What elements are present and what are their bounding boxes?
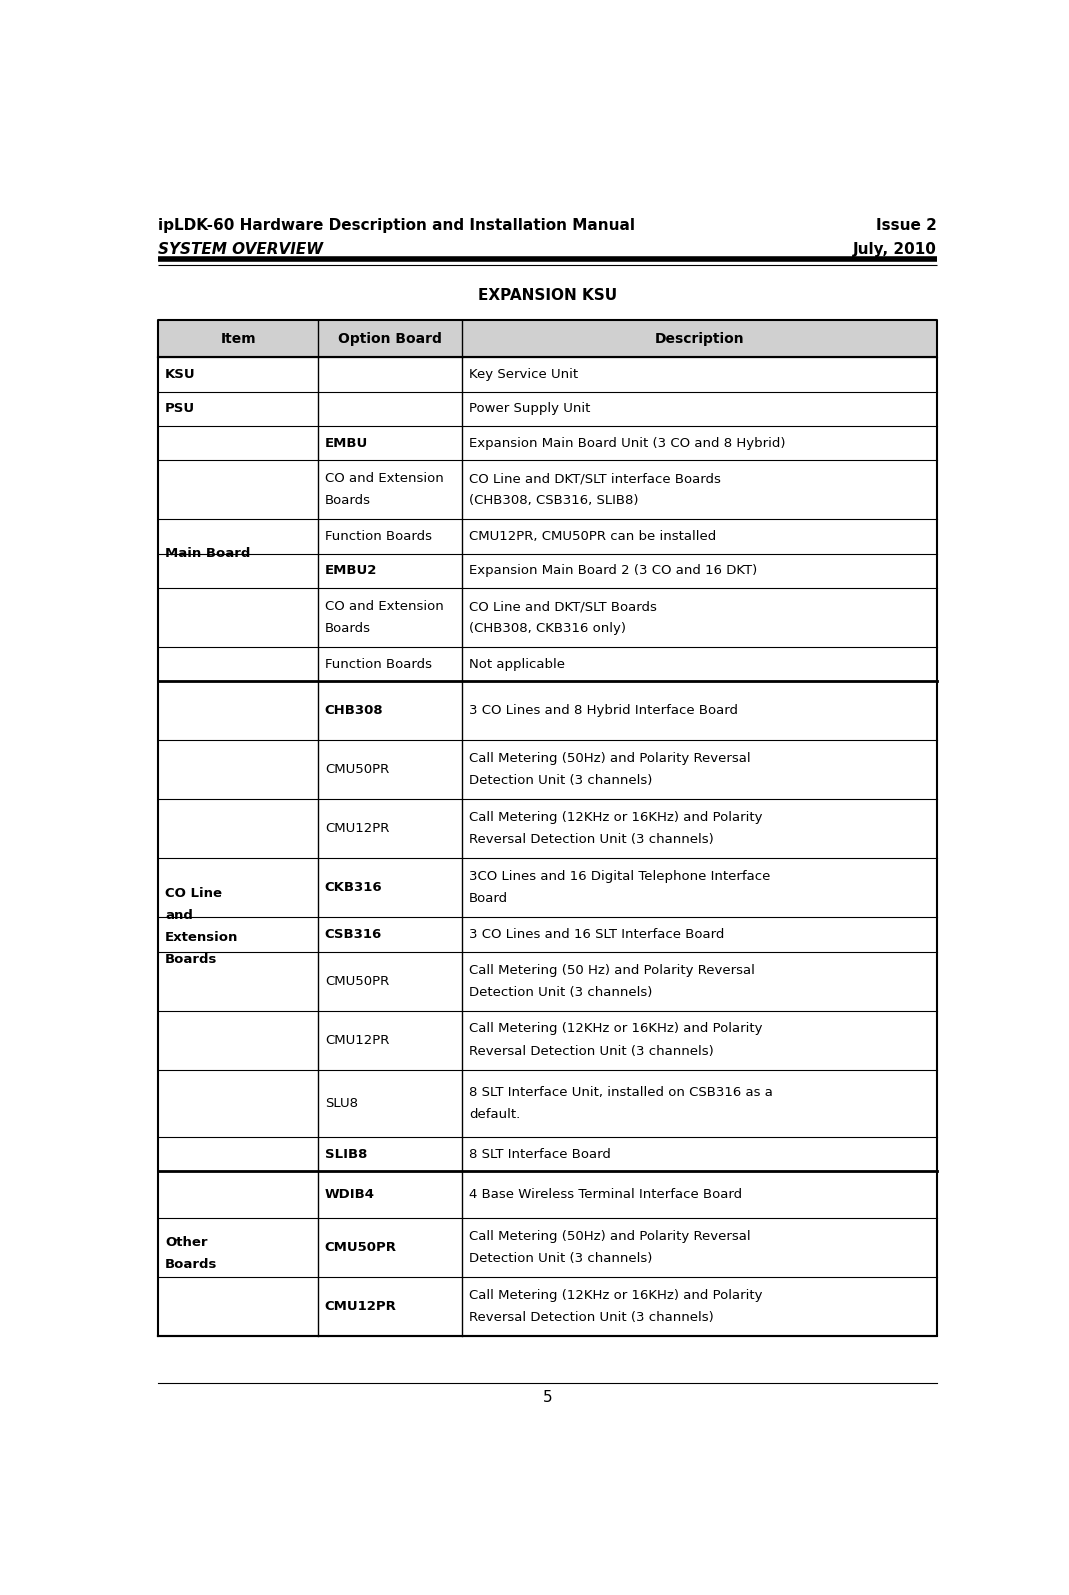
Text: WDIB4: WDIB4	[325, 1188, 375, 1201]
Text: Board: Board	[469, 892, 508, 906]
Text: CO Line and DKT/SLT interface Boards: CO Line and DKT/SLT interface Boards	[469, 472, 721, 485]
Text: Call Metering (50Hz) and Polarity Reversal: Call Metering (50Hz) and Polarity Revers…	[469, 753, 750, 766]
Text: KSU: KSU	[165, 368, 196, 381]
Text: Reversal Detection Unit (3 channels): Reversal Detection Unit (3 channels)	[469, 1045, 714, 1057]
Text: Option Board: Option Board	[338, 332, 443, 346]
Text: Detection Unit (3 channels): Detection Unit (3 channels)	[469, 775, 652, 788]
Text: CMU12PR: CMU12PR	[325, 1300, 397, 1313]
Text: SLIB8: SLIB8	[325, 1148, 367, 1161]
Text: Reversal Detection Unit (3 channels): Reversal Detection Unit (3 channels)	[469, 833, 714, 847]
Text: EMBU: EMBU	[325, 437, 368, 450]
Text: Expansion Main Board 2 (3 CO and 16 DKT): Expansion Main Board 2 (3 CO and 16 DKT)	[469, 565, 757, 577]
Text: EMBU2: EMBU2	[325, 565, 377, 577]
Text: 5: 5	[543, 1389, 553, 1405]
Text: Detection Unit (3 channels): Detection Unit (3 channels)	[469, 986, 652, 998]
Text: 8 SLT Interface Unit, installed on CSB316 as a: 8 SLT Interface Unit, installed on CSB31…	[469, 1086, 773, 1099]
Text: CMU12PR: CMU12PR	[325, 1034, 389, 1046]
Text: 3CO Lines and 16 Digital Telephone Interface: 3CO Lines and 16 Digital Telephone Inter…	[469, 871, 770, 884]
Text: CO and Extension: CO and Extension	[325, 472, 444, 485]
Text: July, 2010: July, 2010	[853, 242, 938, 257]
Text: 3 CO Lines and 8 Hybrid Interface Board: 3 CO Lines and 8 Hybrid Interface Board	[469, 705, 738, 718]
Text: CO and Extension: CO and Extension	[325, 600, 444, 612]
Text: Call Metering (50 Hz) and Polarity Reversal: Call Metering (50 Hz) and Polarity Rever…	[469, 963, 755, 976]
Bar	[158, 321, 938, 357]
Text: CO Line and DKT/SLT Boards: CO Line and DKT/SLT Boards	[469, 600, 656, 612]
Text: ipLDK-60 Hardware Description and Installation Manual: ipLDK-60 Hardware Description and Instal…	[158, 219, 635, 233]
Text: Function Boards: Function Boards	[325, 657, 432, 671]
Text: Boards: Boards	[325, 494, 371, 507]
Text: Call Metering (50Hz) and Polarity Reversal: Call Metering (50Hz) and Polarity Revers…	[469, 1230, 750, 1243]
Text: Item: Item	[220, 332, 257, 346]
Text: Call Metering (12KHz or 16KHz) and Polarity: Call Metering (12KHz or 16KHz) and Polar…	[469, 1022, 762, 1035]
Text: Function Boards: Function Boards	[325, 530, 432, 542]
Text: SYSTEM OVERVIEW: SYSTEM OVERVIEW	[158, 242, 324, 257]
Text: Description: Description	[655, 332, 744, 346]
Text: Key Service Unit: Key Service Unit	[469, 368, 578, 381]
Text: and: and	[165, 909, 193, 922]
Text: (CHB308, CKB316 only): (CHB308, CKB316 only)	[469, 622, 625, 635]
Text: CMU12PR: CMU12PR	[325, 823, 389, 836]
Text: CSB316: CSB316	[325, 928, 382, 941]
Text: Main Board: Main Board	[165, 547, 250, 560]
Text: CHB308: CHB308	[325, 705, 384, 718]
Text: Not applicable: Not applicable	[469, 657, 564, 671]
Text: Boards: Boards	[325, 622, 371, 635]
Text: SLU8: SLU8	[325, 1097, 358, 1110]
Text: PSU: PSU	[165, 402, 196, 415]
Text: CMU12PR, CMU50PR can be installed: CMU12PR, CMU50PR can be installed	[469, 530, 716, 542]
Text: Boards: Boards	[165, 954, 217, 967]
Text: CMU50PR: CMU50PR	[325, 1241, 397, 1254]
Text: Reversal Detection Unit (3 channels): Reversal Detection Unit (3 channels)	[469, 1311, 714, 1324]
Text: Other: Other	[165, 1236, 207, 1249]
Text: Expansion Main Board Unit (3 CO and 8 Hybrid): Expansion Main Board Unit (3 CO and 8 Hy…	[469, 437, 786, 450]
Text: 4 Base Wireless Terminal Interface Board: 4 Base Wireless Terminal Interface Board	[469, 1188, 742, 1201]
Text: Extension: Extension	[165, 931, 238, 944]
Text: CMU50PR: CMU50PR	[325, 764, 389, 777]
Text: Call Metering (12KHz or 16KHz) and Polarity: Call Metering (12KHz or 16KHz) and Polar…	[469, 1289, 762, 1302]
Text: (CHB308, CSB316, SLIB8): (CHB308, CSB316, SLIB8)	[469, 494, 638, 507]
Text: Issue 2: Issue 2	[877, 219, 938, 233]
Text: Call Metering (12KHz or 16KHz) and Polarity: Call Metering (12KHz or 16KHz) and Polar…	[469, 812, 762, 825]
Text: CMU50PR: CMU50PR	[325, 975, 389, 987]
Text: EXPANSION KSU: EXPANSION KSU	[478, 289, 618, 303]
Text: CKB316: CKB316	[325, 882, 383, 895]
Text: Detection Unit (3 channels): Detection Unit (3 channels)	[469, 1252, 652, 1265]
Text: Boards: Boards	[165, 1258, 217, 1271]
Text: Power Supply Unit: Power Supply Unit	[469, 402, 590, 415]
Text: CO Line: CO Line	[165, 887, 222, 900]
Text: 8 SLT Interface Board: 8 SLT Interface Board	[469, 1148, 610, 1161]
Text: default.: default.	[469, 1109, 521, 1121]
Text: 3 CO Lines and 16 SLT Interface Board: 3 CO Lines and 16 SLT Interface Board	[469, 928, 724, 941]
